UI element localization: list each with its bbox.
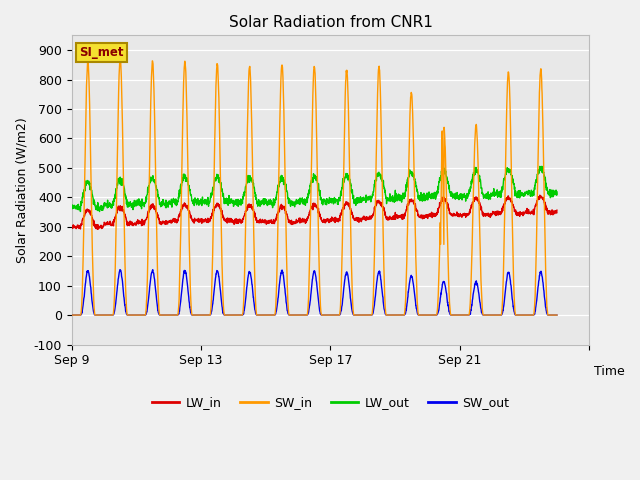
Text: Time: Time [595, 365, 625, 378]
Title: Solar Radiation from CNR1: Solar Radiation from CNR1 [228, 15, 433, 30]
Legend: LW_in, SW_in, LW_out, SW_out: LW_in, SW_in, LW_out, SW_out [147, 391, 514, 414]
Text: SI_met: SI_met [79, 46, 124, 59]
Y-axis label: Solar Radiation (W/m2): Solar Radiation (W/m2) [15, 117, 28, 263]
